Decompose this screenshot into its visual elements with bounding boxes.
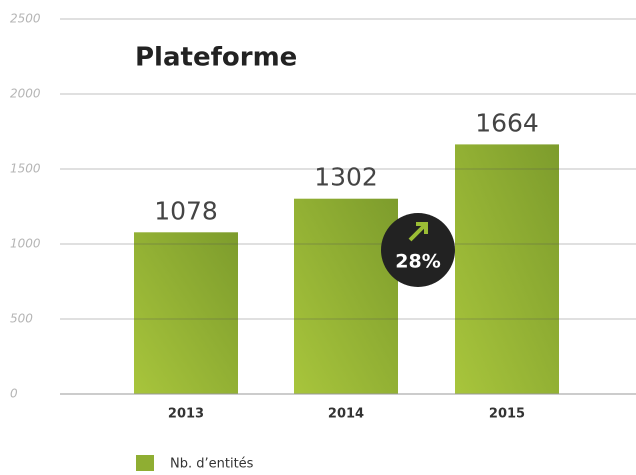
bar	[134, 232, 238, 394]
y-tick-label: 2500	[10, 12, 41, 26]
y-tick-label: 1500	[10, 162, 41, 176]
bar	[294, 198, 398, 394]
y-tick-label: 2000	[10, 87, 41, 101]
x-tick-label: 2013	[168, 407, 204, 422]
value-label: 1078	[154, 196, 218, 225]
growth-badge: 28%	[381, 213, 455, 287]
bar	[455, 144, 559, 394]
value-label: 1302	[314, 163, 378, 192]
badge-label: 28%	[395, 251, 440, 273]
badge-arrow	[408, 222, 428, 242]
x-tick-label: 2015	[489, 407, 525, 422]
y-tick-label: 500	[10, 312, 33, 326]
badge-circle	[381, 213, 455, 287]
legend-swatch	[136, 455, 154, 471]
y-tick-label: 0	[10, 387, 18, 401]
y-tick-label: 1000	[10, 237, 41, 251]
legend-label: Nb. d’entités	[170, 457, 254, 472]
x-tick-label: 2014	[328, 407, 364, 422]
chart-title: Plateforme	[135, 43, 297, 73]
value-label: 1664	[475, 108, 539, 137]
